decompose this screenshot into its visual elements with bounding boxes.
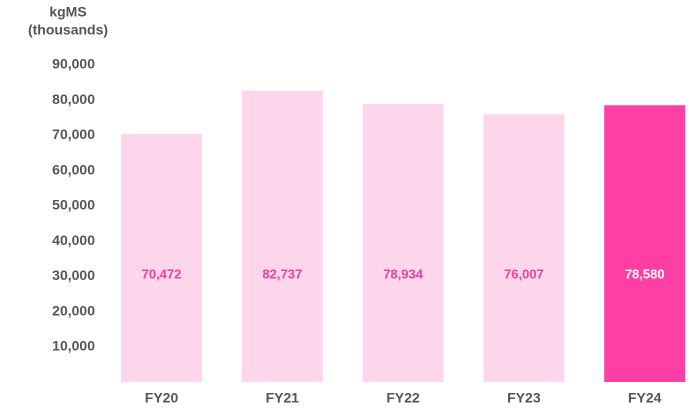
- y-tick-label: 50,000: [52, 197, 95, 213]
- bar: [241, 90, 323, 382]
- bar: [483, 114, 565, 383]
- y-tick-label: 80,000: [52, 91, 95, 107]
- y-axis-label: kgMS: [49, 4, 86, 20]
- y-tick-label: 60,000: [52, 161, 95, 177]
- x-tick-label: FY20: [145, 390, 179, 406]
- bar: [604, 105, 686, 382]
- x-tick-label: FY23: [507, 390, 541, 406]
- data-label: 78,934: [383, 266, 424, 281]
- x-tick-label: FY24: [628, 390, 662, 406]
- y-tick-label: 30,000: [52, 267, 95, 283]
- y-tick-label: 70,000: [52, 126, 95, 142]
- x-tick-label: FY22: [386, 390, 420, 406]
- y-tick-label: 90,000: [52, 56, 95, 72]
- y-axis-label: (thousands): [28, 22, 108, 38]
- y-tick-label: 10,000: [52, 337, 95, 353]
- x-tick-label: FY21: [266, 390, 300, 406]
- y-tick-label: 20,000: [52, 302, 95, 318]
- data-label: 70,472: [142, 266, 182, 281]
- bar: [362, 103, 444, 382]
- data-label: 78,580: [625, 266, 665, 281]
- data-label: 82,737: [262, 266, 302, 281]
- y-tick-label: 40,000: [52, 232, 95, 248]
- data-label: 76,007: [504, 266, 544, 281]
- bar: [121, 133, 202, 382]
